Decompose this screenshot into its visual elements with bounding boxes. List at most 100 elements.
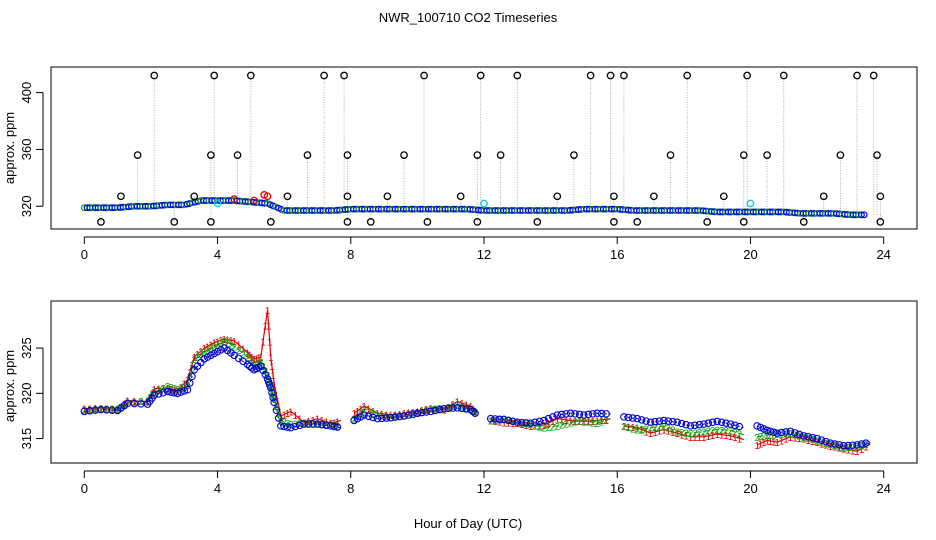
- bottom-series-marker-2: 2: [550, 422, 556, 433]
- bottom-series-marker-1: 1: [581, 417, 587, 428]
- top-spike-point: [633, 218, 642, 226]
- bottom-series-marker-1: 1: [265, 306, 271, 317]
- bottom-series-marker-1: 1: [361, 402, 367, 413]
- bottom-series-marker-3: [857, 440, 866, 448]
- bottom-series-marker-2: 2: [532, 421, 538, 432]
- bottom-series-marker-1: 1: [732, 433, 738, 444]
- bottom-series-marker-1: 1: [351, 409, 357, 420]
- bottom-series-marker-3: [360, 411, 368, 419]
- bottom-series-marker-3: [91, 406, 100, 414]
- bottom-series-marker-3: [800, 432, 808, 440]
- top-x-tick-label: 12: [477, 247, 491, 262]
- top-spike-point: [739, 218, 748, 226]
- bottom-series-marker-2: 2: [379, 412, 385, 423]
- top-spike-point: [869, 71, 878, 80]
- bottom-series-marker-3: [735, 422, 744, 431]
- bottom-series-marker-1: 1: [828, 442, 834, 453]
- bottom-series-marker-2: 2: [648, 424, 654, 435]
- top-spike-point: [383, 192, 392, 201]
- bottom-series-marker-1: 1: [218, 336, 224, 347]
- bottom-series-marker-2: 2: [559, 421, 565, 432]
- bottom-series-marker-3: [173, 389, 182, 398]
- bottom-series-marker-2: 2: [732, 428, 738, 439]
- top-spike-point: [876, 218, 885, 226]
- bottom-series-marker-2: 2: [131, 398, 137, 409]
- bottom-series-marker-1: 1: [147, 393, 153, 404]
- bottom-series-marker-3: [444, 404, 453, 413]
- bottom-series-marker-3: [422, 408, 431, 416]
- bottom-x-tick-label: 4: [214, 481, 221, 496]
- bottom-series-marker-1: 1: [528, 422, 534, 433]
- bottom-series-marker-2: 2: [125, 398, 131, 409]
- bottom-series-marker-3: [593, 409, 601, 417]
- bottom-series-marker-2: 2: [590, 418, 596, 429]
- bottom-series-marker-3: [831, 440, 839, 448]
- bottom-series-marker-1: 1: [406, 409, 412, 420]
- bottom-x-tick-label: 16: [610, 481, 624, 496]
- bottom-series-marker-1: 1: [719, 431, 725, 442]
- bottom-series-marker-2: 2: [361, 406, 367, 417]
- bottom-series-marker-1: 1: [590, 417, 596, 428]
- bottom-series-marker-1: 1: [131, 397, 137, 408]
- bottom-series-marker-2: 2: [138, 397, 144, 408]
- bottom-series-marker-3: [835, 441, 844, 449]
- top-spike-point: [343, 218, 352, 226]
- bottom-series-marker-3: [495, 415, 504, 424]
- bottom-series-marker-1: 1: [470, 404, 476, 415]
- bottom-series-marker-3: [813, 434, 821, 443]
- bottom-series-marker-1: 1: [267, 337, 273, 348]
- bottom-series-marker-1: 1: [315, 415, 321, 426]
- bottom-series-marker-1: 1: [559, 415, 565, 426]
- top-spike-point: [423, 218, 432, 226]
- bottom-series-marker-3: [272, 406, 281, 414]
- bottom-series-marker-2: 2: [428, 405, 434, 416]
- top-spike-point: [207, 218, 215, 226]
- bottom-series-marker-3: [291, 422, 300, 431]
- bottom-series-marker-1: 1: [397, 410, 403, 421]
- bottom-series-marker-3: [513, 418, 522, 427]
- top-spike-point: [763, 151, 771, 159]
- bottom-series-marker-3: [257, 362, 265, 370]
- bottom-series-marker-2: 2: [541, 424, 547, 435]
- bottom-series-marker-2: 2: [634, 426, 640, 437]
- top-spike-point: [150, 71, 159, 80]
- bottom-series-marker-1: 1: [236, 341, 242, 352]
- bottom-series-marker-3: [270, 398, 278, 407]
- bottom-series-marker-2: 2: [719, 426, 725, 437]
- bottom-series-marker-1: 1: [850, 446, 856, 457]
- bottom-series-marker-1: 1: [710, 431, 716, 442]
- top-spike-point: [719, 192, 728, 201]
- bottom-series-marker-3: [535, 417, 544, 426]
- bottom-series-marker-1: 1: [249, 353, 255, 364]
- top-baseline-point: [860, 211, 868, 219]
- bottom-series-marker-3: [808, 433, 817, 442]
- bottom-series-marker-2: 2: [563, 419, 569, 430]
- bottom-series-marker-1: 1: [401, 409, 407, 420]
- top-spike-point: [246, 71, 255, 80]
- bottom-series-marker-2: 2: [657, 422, 663, 433]
- top-spike-point: [703, 218, 712, 226]
- bottom-series-marker-2: 2: [149, 391, 155, 402]
- bottom-series-marker-3: [660, 416, 668, 425]
- bottom-series-marker-2: 2: [118, 403, 124, 414]
- bottom-series-marker-1: 1: [82, 405, 88, 416]
- bottom-series-marker-2: 2: [218, 339, 224, 350]
- bottom-series-marker-1: 1: [366, 404, 372, 415]
- bottom-series-marker-2: 2: [523, 419, 529, 430]
- bottom-series-marker-2: 2: [201, 348, 207, 359]
- bottom-series-marker-3: [522, 419, 530, 427]
- top-spike-point: [779, 71, 788, 80]
- bottom-series-marker-2: 2: [515, 417, 521, 428]
- bottom-series-marker-3: [159, 388, 167, 397]
- bottom-series-marker-2: 2: [450, 402, 456, 413]
- top-red-point: [263, 192, 272, 201]
- bottom-series-marker-1: 1: [240, 345, 246, 356]
- top-spike-point: [456, 192, 465, 201]
- bottom-series-marker-2: 2: [205, 346, 211, 357]
- bottom-series-marker-2: 2: [463, 403, 469, 414]
- bottom-series-marker-2: 2: [278, 416, 284, 427]
- bottom-series-marker-2: 2: [151, 388, 157, 399]
- bottom-series-marker-1: 1: [181, 379, 187, 390]
- bottom-series-marker-1: 1: [714, 430, 720, 441]
